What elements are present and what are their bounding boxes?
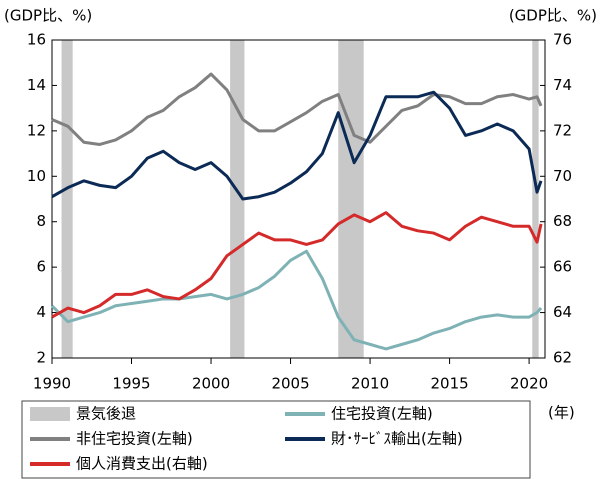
legend-swatch xyxy=(30,407,70,421)
x-tick-label: 2000 xyxy=(192,375,230,393)
y-tick-label: 12 xyxy=(27,121,46,139)
x-tick-label: 1990 xyxy=(33,375,71,393)
x-axis-label: (年) xyxy=(548,404,575,422)
y2-tick-label: 64 xyxy=(553,303,572,321)
y2-tick-label: 68 xyxy=(553,212,572,230)
y-tick-label: 8 xyxy=(36,212,46,230)
legend-label: 個人消費支出(右軸) xyxy=(76,455,208,473)
series-line xyxy=(51,90,543,201)
recession-band xyxy=(532,40,539,358)
recession-band xyxy=(61,40,73,358)
series-line xyxy=(51,72,543,146)
y2-tick-label: 62 xyxy=(553,349,572,367)
y-tick-label: 2 xyxy=(36,349,46,367)
legend-label: 財･ｻｰﾋﾞｽ輸出(左軸) xyxy=(331,430,463,448)
legend-label: 景気後退 xyxy=(76,405,136,423)
legend-label: 非住宅投資(左軸) xyxy=(76,430,193,448)
y-axis-label: (GDP比、%) xyxy=(4,7,92,25)
recession-band xyxy=(230,40,245,358)
x-tick-label: 1995 xyxy=(112,375,150,393)
y-tick-label: 4 xyxy=(36,303,46,321)
recession-band xyxy=(338,40,364,358)
legend-box xyxy=(21,400,531,479)
y-tick-label: 10 xyxy=(27,167,46,185)
x-tick-label: 2020 xyxy=(510,375,548,393)
y-tick-label: 6 xyxy=(36,258,46,276)
plot-frame xyxy=(51,39,546,359)
y2-tick-label: 74 xyxy=(553,76,572,94)
y2-tick-label: 70 xyxy=(553,167,572,185)
y-tick-label: 14 xyxy=(27,76,46,94)
x-tick-label: 2005 xyxy=(271,375,309,393)
legend-label: 住宅投資(左軸) xyxy=(331,405,433,423)
series-line xyxy=(50,249,543,351)
y2-tick-label: 72 xyxy=(553,121,572,139)
x-tick-label: 2010 xyxy=(351,375,389,393)
y2-tick-label: 66 xyxy=(553,258,572,276)
x-tick-label: 2015 xyxy=(430,375,468,393)
y-tick-label: 16 xyxy=(27,31,46,49)
series-line xyxy=(51,211,543,319)
y2-axis-label: (GDP比、%) xyxy=(509,7,597,25)
y2-tick-label: 76 xyxy=(553,31,572,49)
